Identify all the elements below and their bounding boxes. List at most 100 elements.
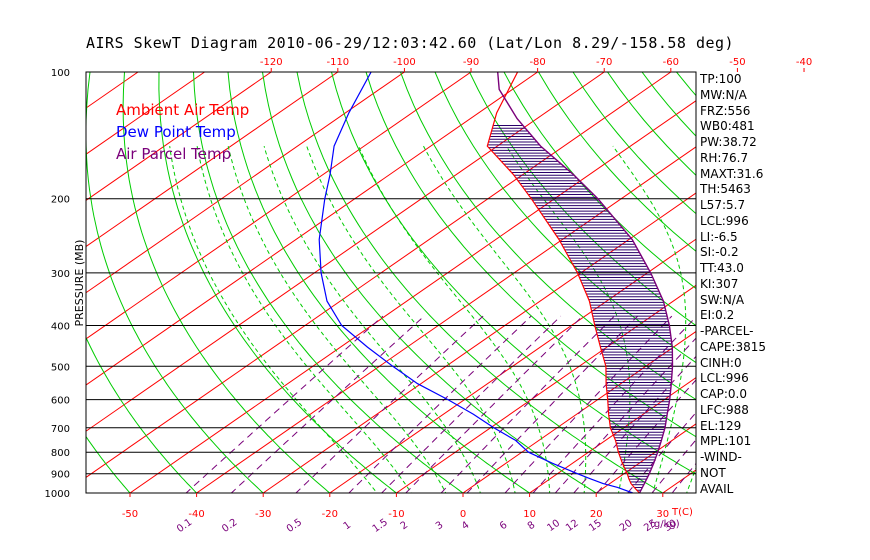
pressure-tick-label: 500 (51, 362, 70, 373)
moist-adiabat-line (423, 145, 587, 493)
isotherm-line (396, 284, 696, 493)
mixing-ratio-tick-label: 0.2 (220, 517, 239, 535)
bottom-temp-tick-label: -40 (188, 509, 204, 520)
parcel-temperature-profile (497, 72, 674, 493)
isotherm-line (0, 72, 5, 493)
mixing-ratio-line (626, 411, 696, 493)
index-tt: TT:43.0 (700, 261, 744, 275)
top-temp-tick-label: -50 (729, 57, 745, 68)
index-mw: MW:N/A (700, 87, 747, 102)
index-mpl: MPL:101 (700, 434, 752, 449)
top-temp-tick-label: -90 (463, 57, 479, 68)
dry-adiabat-line (86, 336, 198, 493)
dry-adiabat-line (400, 72, 696, 401)
top-temp-tick-label: -110 (326, 57, 349, 68)
mixing-ratio-line (504, 315, 673, 493)
dry-adiabat-line (296, 72, 664, 493)
moist-adiabat-line (169, 146, 378, 493)
wind-not: NOT (700, 465, 726, 480)
isotherm-line (86, 72, 405, 294)
pressure-tick-label: 400 (51, 321, 70, 332)
top-temp-tick-label: -80 (529, 57, 545, 68)
plot-area (0, 72, 696, 493)
index-cap: CAP:0.0 (700, 387, 747, 401)
isotherm-line (86, 72, 672, 478)
dry-adiabat-line (193, 72, 464, 493)
legend-ambient-air-temp: Ambient Air Temp (116, 101, 250, 119)
mixing-ratio-tick-label: 12 (564, 518, 581, 534)
dry-adiabat-line (122, 72, 331, 493)
index-cinh: CINH:0 (700, 355, 742, 370)
top-temp-tick-label: -100 (393, 57, 416, 68)
index-rh: RH:76.7 (700, 150, 749, 165)
mixing-ratio-line (380, 315, 562, 493)
top-temp-tick-label: -120 (260, 57, 283, 68)
mixing-ratio-line (651, 439, 696, 493)
mixing-ratio-tick-label: 1 (342, 520, 354, 533)
mixing-ratio-unit-label: (g/kg) (650, 519, 680, 530)
moist-adiabat-line (306, 145, 516, 493)
bottom-temp-tick-label: 0 (460, 509, 466, 520)
dry-adiabat-line (86, 72, 264, 493)
mixing-ratio-tick-label: 1.5 (371, 517, 390, 535)
parcel-header: -PARCEL- (700, 324, 754, 338)
legend-air-parcel-temp: Air Parcel Temp (116, 145, 232, 163)
dry-adiabat-line (262, 72, 598, 493)
index-tp: TP:100 (700, 72, 742, 86)
bottom-temp-tick-label: -50 (122, 509, 138, 520)
pressure-tick-label: 700 (51, 424, 70, 435)
dry-adiabat-line (331, 72, 696, 475)
index-frz: FRZ:556 (700, 103, 751, 118)
index-parcel-lcl: LCL:996 (700, 371, 749, 386)
bottom-temp-tick-label: -10 (388, 509, 404, 520)
mixing-ratio-tick-label: 4 (460, 520, 472, 533)
index-li: LI:-6.5 (700, 229, 738, 244)
index-wb0: WB0:481 (700, 119, 755, 134)
pressure-tick-label: 800 (51, 448, 70, 459)
bottom-temp-tick-label: 30 (656, 509, 669, 520)
bottom-temp-tick-label: 10 (523, 509, 536, 520)
top-temp-tick-label: -70 (596, 57, 612, 68)
index-cape: CAPE:3815 (700, 339, 766, 354)
wind-avail: AVAIL (700, 481, 734, 496)
dry-adiabat-line (503, 72, 696, 290)
chart-title: AIRS SkewT Diagram 2010-06-29/12:03:42.6… (86, 34, 735, 52)
isotherm-line (529, 377, 696, 493)
pressure-tick-label: 100 (51, 68, 70, 79)
y-axis-label: PRESSURE (MB) (73, 240, 86, 327)
index-sw: SW:N/A (700, 292, 745, 307)
pressure-tick-label: 300 (51, 269, 70, 280)
wind-header: -WIND- (700, 450, 742, 464)
index-th: TH:5463 (700, 182, 751, 197)
bottom-temp-tick-label: 20 (590, 509, 603, 520)
isotherm-line (196, 146, 696, 493)
mixing-ratio-line (230, 315, 425, 493)
mixing-ratio-tick-label: 0.5 (285, 517, 304, 535)
mixing-ratio-tick-label: 6 (498, 520, 510, 533)
mixing-ratio-line (573, 355, 696, 493)
index-lcl: LCL:996 (700, 213, 749, 228)
x-axis-label: T(C) (671, 507, 693, 518)
mixing-ratio-line (295, 315, 484, 493)
top-temp-tick-label: -60 (663, 57, 679, 68)
mixing-ratio-line (671, 462, 696, 493)
mixing-ratio-tick-label: 20 (618, 518, 635, 534)
stability-indices-panel: TP:100 MW:N/A FRZ:556 WB0:481 PW:38.72 R… (700, 72, 865, 497)
isotherm-line (86, 72, 472, 340)
mixing-ratio-line (185, 315, 384, 493)
mixing-ratio-tick-label: 2 (399, 520, 411, 533)
index-el: EL:129 (700, 418, 742, 433)
isotherm-line (262, 192, 696, 493)
mixing-ratio-line (348, 315, 532, 493)
dew-point-profile (318, 72, 634, 493)
dry-adiabat-line (538, 72, 696, 252)
isotherm-line (129, 100, 696, 493)
bottom-temp-tick-label: -30 (255, 509, 271, 520)
dry-adiabat-line (86, 435, 131, 493)
mixing-ratio-line (466, 315, 639, 493)
plot-frame (85, 71, 697, 494)
mixing-ratio-line (596, 379, 696, 493)
ambient-temperature-profile (486, 72, 640, 493)
pressure-tick-label: 900 (51, 470, 70, 481)
